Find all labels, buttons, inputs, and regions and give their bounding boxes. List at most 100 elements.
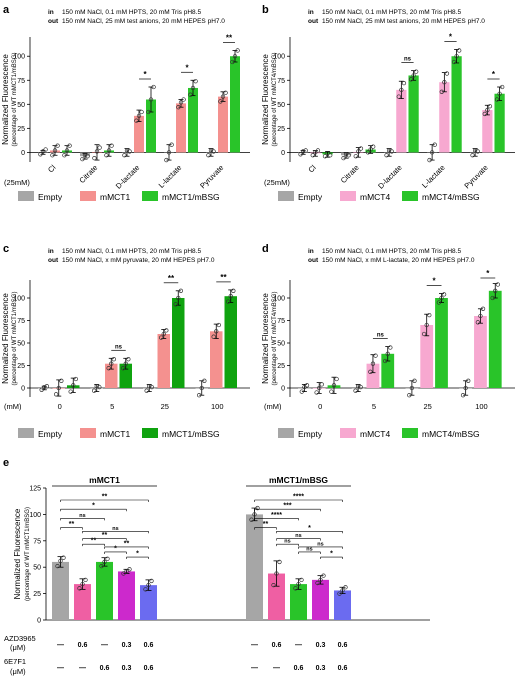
- data-point: [104, 153, 109, 158]
- data-point: [493, 288, 498, 293]
- data-point: [300, 149, 306, 154]
- legend-swatch: [278, 191, 294, 201]
- x-tick-label: 100: [211, 402, 224, 411]
- data-point: [373, 353, 378, 358]
- bar: [420, 325, 434, 388]
- treatment-value: —: [251, 642, 258, 649]
- comparison-label: *: [136, 551, 139, 558]
- legend-label: mMCT1/mBSG: [162, 429, 220, 439]
- data-point: [454, 54, 459, 59]
- bar: [381, 353, 395, 388]
- data-point: [64, 148, 70, 153]
- significance-label: *: [185, 63, 189, 72]
- treatment-value: 0.6: [338, 665, 348, 672]
- x-tick-label: 0: [58, 402, 62, 411]
- significance-label: ns: [377, 333, 385, 339]
- treatment-value: 0.3: [122, 642, 132, 649]
- data-point: [223, 90, 228, 95]
- data-point: [44, 384, 49, 389]
- data-point: [293, 586, 298, 591]
- data-point: [384, 153, 389, 158]
- bar: [118, 571, 135, 620]
- comparison-label: *: [330, 551, 333, 558]
- data-point: [432, 142, 437, 147]
- y-tick-label: 0: [281, 150, 285, 157]
- condition-in-text: 150 mM NaCl, 0.1 mM HPTS, 20 mM Tris pH8…: [62, 9, 201, 16]
- bar: [134, 115, 144, 153]
- panel-letter: d: [262, 243, 269, 255]
- condition-in-label: in: [308, 9, 314, 16]
- data-point: [214, 329, 219, 334]
- data-point: [232, 54, 238, 59]
- data-point: [331, 383, 337, 388]
- legend-label: mMCT4: [360, 192, 390, 202]
- treatment-value: 0.3: [316, 642, 326, 649]
- x-tick-label: Citrate: [339, 163, 361, 185]
- panel-letter: b: [262, 4, 269, 16]
- treatment-value: —: [57, 665, 64, 672]
- comparison-label: *: [114, 545, 117, 552]
- data-point: [71, 383, 76, 388]
- data-point: [99, 563, 104, 569]
- bar: [435, 298, 448, 388]
- data-point: [429, 150, 435, 155]
- significance-label: ns: [115, 344, 123, 350]
- data-point: [439, 89, 444, 94]
- treatment-value: 0.3: [316, 665, 326, 672]
- legend-label: mMCT4/mBSG: [422, 429, 480, 439]
- data-point: [109, 361, 114, 366]
- data-point: [358, 384, 363, 390]
- panel-letter: a: [3, 4, 10, 16]
- data-point: [196, 393, 202, 398]
- x-tick-label: D-lactate: [376, 163, 404, 191]
- comparison-label: **: [263, 521, 269, 528]
- data-point: [495, 282, 500, 287]
- data-point: [389, 149, 394, 154]
- data-point: [206, 153, 211, 158]
- data-point: [421, 331, 427, 337]
- data-point: [343, 152, 349, 157]
- data-point: [82, 153, 88, 158]
- data-point: [106, 148, 112, 153]
- significance-label: **: [226, 33, 233, 42]
- data-point: [55, 563, 60, 569]
- comparison-label: ****: [293, 494, 304, 501]
- data-point: [181, 97, 186, 102]
- y-axis-sublabel: (percentage of WT mMCT4/mBSG): [272, 53, 278, 147]
- legend-label: mMCT1: [100, 429, 130, 439]
- data-point: [442, 80, 447, 85]
- comparison-label: ns: [306, 546, 312, 552]
- bar: [474, 316, 487, 388]
- data-point: [225, 299, 231, 304]
- bar: [176, 103, 186, 153]
- data-point: [193, 79, 198, 84]
- y-tick-label: 25: [33, 591, 41, 598]
- data-point: [58, 558, 63, 564]
- treatment-row-unit: (μM): [10, 667, 26, 676]
- y-axis-sublabel: (percentage of WT mMCT1/mBSG): [12, 292, 18, 386]
- legend-swatch: [80, 191, 96, 201]
- data-point: [310, 153, 315, 158]
- bar: [334, 590, 351, 620]
- data-point: [480, 306, 486, 311]
- x-tick-label: 100: [475, 402, 488, 411]
- comparison-label: *: [92, 503, 95, 510]
- y-tick-label: 100: [273, 296, 285, 303]
- comparison-label: ns: [79, 513, 85, 519]
- bar: [96, 561, 113, 620]
- bar: [172, 298, 185, 388]
- y-axis-label: Normalized Fluorescence: [1, 293, 10, 384]
- legend-swatch: [278, 428, 294, 438]
- bar: [146, 99, 156, 153]
- x-tick-label: 5: [110, 402, 114, 411]
- panel-d: d in 150 mM NaCl, 0.1 mM HPTS, 20 mM Tris …: [261, 243, 515, 439]
- bar: [451, 56, 462, 153]
- treatment-value: —: [273, 665, 280, 672]
- panel-b: b in 150 mM NaCl, 0.1 mM HPTS, 20 mM Tris …: [261, 4, 515, 202]
- bar: [210, 331, 223, 388]
- data-point: [211, 334, 216, 339]
- data-point: [414, 69, 419, 74]
- data-point: [303, 148, 308, 153]
- data-point: [365, 150, 371, 155]
- data-point: [218, 99, 223, 104]
